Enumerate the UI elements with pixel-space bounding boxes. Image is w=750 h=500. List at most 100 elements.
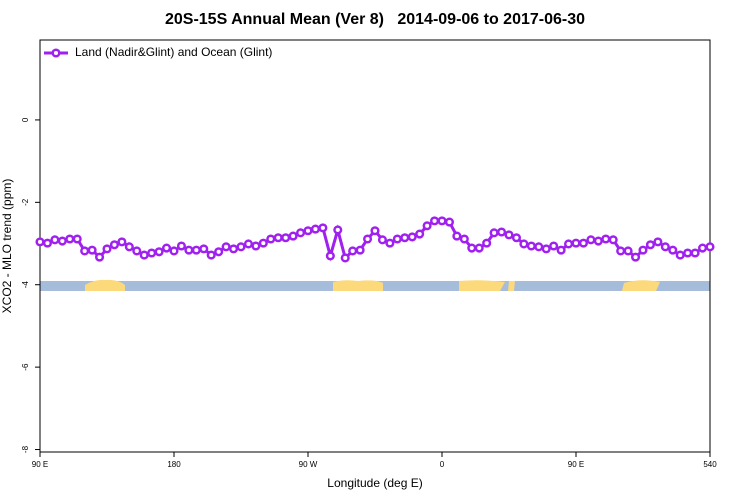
point [601,234,611,244]
point [392,234,402,244]
point [266,234,276,244]
point [631,252,641,262]
point [147,248,157,258]
point [497,227,507,237]
point [169,246,179,256]
land-patch [333,280,383,291]
point [675,250,685,260]
chart-title: 20S-15S Annual Mean (Ver 8) 2014-09-06 t… [165,11,585,28]
point [623,246,633,256]
point [258,238,268,248]
point [452,231,462,241]
point [162,243,172,253]
point [206,250,216,260]
point [355,245,365,255]
point [645,240,655,250]
point [109,240,119,250]
x-tick-label: 180 [167,460,181,469]
point [132,246,142,256]
point [459,234,469,244]
point [87,245,97,255]
x-tick-label: 0 [440,460,445,469]
point [377,235,387,245]
y-tick-label: -8 [21,445,30,453]
point [42,238,52,248]
point [35,237,45,247]
point [549,241,559,251]
y-tick-label: 0 [21,117,30,122]
point [333,225,343,235]
point [340,253,350,263]
point [236,242,246,252]
x-tick-label: 90 W [299,460,318,469]
point [176,241,186,251]
point [400,233,410,243]
point [154,247,164,257]
point [616,246,626,256]
point [504,230,514,240]
point [653,237,663,247]
land-patch [459,280,505,291]
point [296,228,306,238]
point [80,246,90,256]
point [57,236,67,246]
point [117,237,127,247]
point [430,216,440,226]
y-tick-label: -4 [21,281,30,289]
point [348,246,358,256]
point [139,250,149,260]
point [586,235,596,245]
point [690,248,700,258]
point [668,245,678,255]
point [698,243,708,253]
point [437,216,447,226]
land-ocean-band [40,279,710,291]
point [229,244,239,254]
point [407,232,417,242]
point [363,234,373,244]
x-tick-label: 540 [703,460,717,469]
legend-label: Land (Nadir&Glint) and Ocean (Glint) [75,45,272,59]
point [571,238,581,248]
point [65,234,75,244]
point [578,238,588,248]
x-tick-label: 90 E [32,460,48,469]
legend-marker [51,48,61,58]
y-tick-label: -6 [21,363,30,371]
point [95,252,105,262]
land-patch [622,280,660,291]
point [482,238,492,248]
point [511,233,521,243]
land-patch [85,279,125,291]
point [474,243,484,253]
point [705,242,715,252]
point [318,223,328,233]
y-tick-label: -2 [21,198,30,206]
point [415,229,425,239]
point [608,235,618,245]
point [683,248,693,258]
land-patch [508,281,515,291]
x-tick-label: 90 E [568,460,584,469]
point [243,239,253,249]
point [102,244,112,254]
point [124,242,134,252]
point [288,231,298,241]
point [519,239,529,249]
point [556,245,566,255]
point [638,245,648,255]
point [251,241,261,251]
point [214,247,224,257]
point [221,242,231,252]
x-axis-label: Longitude (deg E) [327,476,422,490]
point [184,245,194,255]
point [444,217,454,227]
point [310,224,320,234]
point [541,244,551,254]
point [72,234,82,244]
point [325,251,335,261]
point [534,242,544,252]
point [199,244,209,254]
point [273,233,283,243]
